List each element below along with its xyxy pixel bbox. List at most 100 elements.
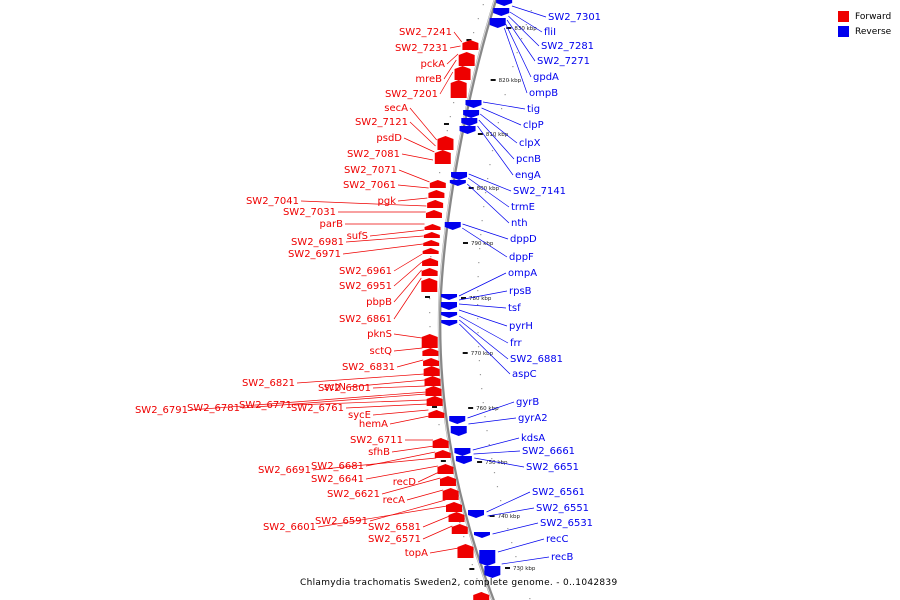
gene-label: trmE (511, 202, 535, 213)
gene-label: SW2_7031 (283, 207, 336, 218)
position-dot (453, 102, 455, 104)
position-dot (449, 116, 451, 118)
legend-reverse-label: Reverse (855, 26, 892, 37)
forward-gene-feature (423, 240, 440, 246)
gene-leader-line (508, 15, 540, 47)
tick-mark (443, 123, 449, 125)
tick-label: 730 kbp (513, 566, 536, 572)
gene-leader-line (458, 309, 508, 327)
gene-label: SW2_6801 (318, 383, 371, 394)
gene-label: SW2_6651 (526, 462, 579, 473)
gene-label: SW2_7041 (246, 196, 299, 207)
position-dot (486, 430, 488, 432)
caption: Chlamydia trachomatis Sweden2, complete … (300, 578, 618, 588)
gene-leader-line (398, 169, 430, 183)
reverse-gene-feature (493, 8, 510, 16)
forward-gene-feature (423, 232, 440, 238)
gene-label: sycE (348, 410, 371, 421)
reverse-gene-feature (441, 294, 458, 300)
position-dot (439, 172, 441, 174)
forward-gene-feature (432, 438, 449, 448)
position-dot (530, 10, 532, 12)
gene-leader-line (449, 45, 461, 49)
gene-label: mreB (415, 74, 442, 85)
reverse-gene-feature (473, 532, 490, 538)
gene-label: clpX (519, 138, 541, 149)
gene-label: ompA (508, 268, 537, 279)
gene-label: parB (320, 219, 344, 230)
gene-label: recC (546, 534, 569, 545)
forward-gene-feature (424, 376, 441, 386)
gene-labels: SW2_7241 SW2_7231 pckA mreB SW2_7201 secA SW2_… (135, 5, 601, 565)
gene-label: SW2_6621 (327, 489, 380, 500)
gene-label: SW2_6591 (315, 516, 368, 527)
gene-leader-line (369, 499, 446, 522)
position-dot (484, 416, 486, 418)
gene-leader-line (467, 401, 515, 419)
forward-gene-feature (424, 224, 441, 230)
tick-mark (432, 406, 438, 408)
gene-label: SW2_6781 (187, 403, 240, 414)
reverse-gene-feature (450, 426, 467, 436)
tick-label: 830 kbp (514, 26, 537, 32)
reverse-gene-feature (451, 172, 468, 180)
gene-leader-line (487, 507, 535, 517)
gene-leader-line (312, 457, 437, 471)
position-dot (503, 514, 505, 516)
tick-mark (490, 79, 496, 81)
gene-leader-line (396, 359, 424, 368)
position-dot (529, 598, 531, 600)
gene-leader-line (505, 23, 532, 78)
reverse-gene-feature (484, 566, 501, 578)
position-dot (484, 192, 487, 194)
gene-leader-line (393, 277, 422, 320)
tick-mark (425, 296, 431, 298)
position-dot (471, 564, 473, 566)
gene-leader-line (468, 173, 512, 192)
position-dot (494, 136, 496, 138)
legend-reverse: Reverse (838, 24, 891, 39)
forward-gene-feature (458, 52, 475, 66)
reverse-gene-feature (441, 312, 458, 318)
position-dot (508, 80, 510, 82)
gene-leader-line (497, 538, 545, 553)
forward-gene-feature (425, 210, 442, 218)
forward-gene-feature (434, 150, 451, 164)
forward-gene-feature (434, 450, 451, 458)
legend-forward-label: Forward (855, 11, 892, 22)
gene-leader-line (511, 5, 547, 18)
position-dot (473, 32, 475, 34)
gene-label: ompB (529, 88, 558, 99)
reverse-gene-feature (455, 456, 472, 464)
gene-label: aspC (512, 369, 537, 380)
gene-label: SW2_7201 (385, 89, 438, 100)
forward-gene-feature (437, 136, 454, 150)
position-dot (476, 578, 478, 580)
gene-leader-line (393, 347, 423, 352)
tick-mark (462, 242, 468, 244)
gene-leader-line (372, 409, 429, 416)
position-dot (438, 424, 440, 426)
gene-label: recB (551, 552, 574, 563)
gene-label: SW2_6681 (311, 461, 364, 472)
position-dot (489, 164, 491, 166)
gene-label: SW2_7141 (513, 186, 566, 197)
forward-gene-feature (446, 502, 463, 512)
tick-mark (506, 27, 512, 29)
position-dot (478, 360, 480, 362)
gene-label: SW2_6821 (242, 378, 295, 389)
forward-gene-feature (423, 366, 440, 376)
gene-leader-line (478, 119, 515, 160)
gene-leader-line (467, 177, 510, 208)
gene-leader-line (506, 19, 536, 62)
legend: Forward Reverse (838, 9, 891, 39)
gene-label: pgk (378, 196, 397, 207)
gene-leader-line (345, 235, 424, 243)
gene-label: SW2_6761 (291, 403, 344, 414)
tick-label: 820 kbp (499, 78, 522, 84)
gene-label: psdD (376, 133, 402, 144)
forward-gene-feature (428, 190, 445, 198)
tick-mark (440, 460, 446, 462)
gene-leader-line (381, 477, 441, 495)
